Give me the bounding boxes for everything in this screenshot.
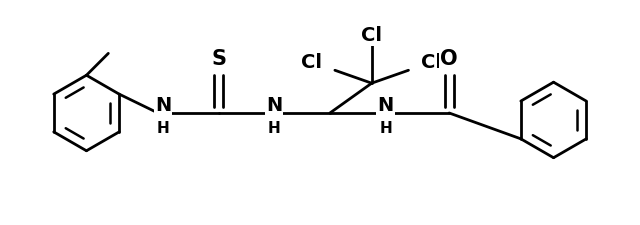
Text: Cl: Cl (301, 53, 322, 72)
Text: O: O (440, 49, 458, 69)
Text: Cl: Cl (361, 26, 382, 45)
Text: N: N (155, 96, 171, 115)
Text: N: N (378, 96, 394, 115)
Text: H: H (380, 122, 392, 136)
Text: S: S (211, 49, 226, 69)
Text: H: H (157, 122, 170, 136)
Text: N: N (266, 96, 282, 115)
Text: H: H (268, 122, 281, 136)
Text: Cl: Cl (421, 53, 442, 72)
